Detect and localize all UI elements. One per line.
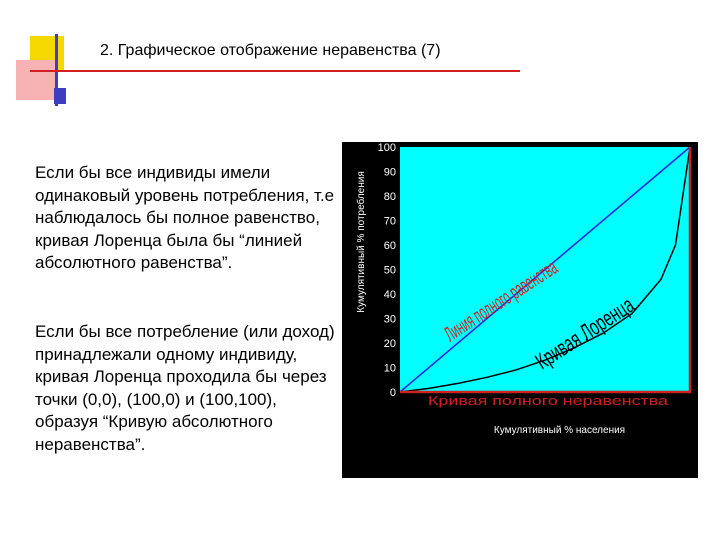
series-inequality-line <box>400 147 692 394</box>
decor-pink-square <box>16 60 58 100</box>
x-tick-label: 20 <box>452 402 464 414</box>
slide-title: 2. Графическое отображение неравенства (… <box>100 42 441 59</box>
y-tick-label: 90 <box>384 167 396 179</box>
y-tick-label: 70 <box>384 216 396 228</box>
y-tick-label: 30 <box>384 314 396 326</box>
y-tick-label: 10 <box>384 363 396 375</box>
annotation-inequality-curve: Кривая полного неравенства <box>428 393 669 408</box>
y-tick-label: 40 <box>384 289 396 301</box>
y-tick-label: 0 <box>390 387 396 399</box>
paragraph-inequality: Если бы все потребление (или доход) прин… <box>35 322 335 454</box>
lorenz-chart: 0 10 20 30 40 50 60 70 80 90 100 0 20 40 60 80 100 Куму… <box>342 142 698 478</box>
x-tick-label: 80 <box>626 402 638 414</box>
y-tick-label: 50 <box>384 265 396 277</box>
paragraph-equality: Если бы все индивиды имели одинаковый ур… <box>35 163 335 272</box>
x-tick-label: 0 <box>397 402 403 414</box>
decor-title-rule <box>30 70 520 72</box>
y-tick-label: 100 <box>378 142 396 154</box>
lorenz-chart-svg: 0 10 20 30 40 50 60 70 80 90 100 0 20 40 60 80 100 Куму… <box>355 142 698 436</box>
y-tick-label: 20 <box>384 338 396 350</box>
x-tick-label: 60 <box>568 402 580 414</box>
x-tick-label: 100 <box>681 402 698 414</box>
x-axis-label: Кумулятивный % населения <box>494 425 625 436</box>
y-axis-label: Кумулятивный % потребления <box>355 171 367 313</box>
series-equality-line <box>399 146 691 393</box>
series-lorenz-line <box>399 146 691 393</box>
y-tick-label: 80 <box>384 191 396 203</box>
y-tick-label: 60 <box>384 240 396 252</box>
x-tick-label: 40 <box>510 402 522 414</box>
